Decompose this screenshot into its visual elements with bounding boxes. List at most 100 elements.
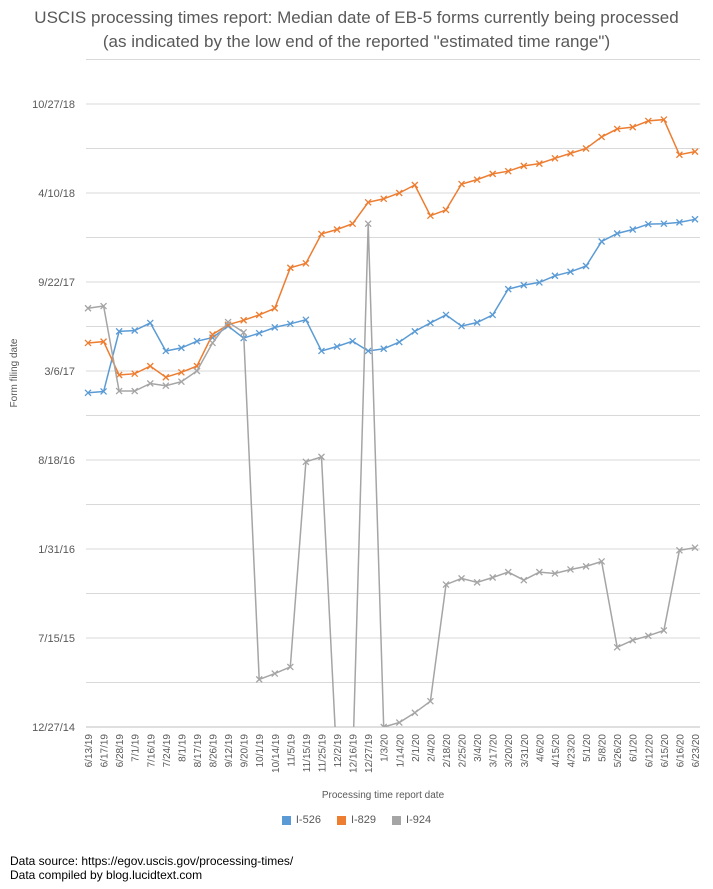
data-point-marker bbox=[442, 206, 450, 214]
data-point-marker bbox=[644, 632, 652, 640]
data-point-marker bbox=[598, 133, 606, 141]
data-point-marker bbox=[240, 328, 248, 336]
data-point-marker bbox=[146, 362, 154, 370]
x-tick-label: 8/17/19 bbox=[193, 734, 204, 768]
legend-item: I-924 bbox=[392, 814, 431, 826]
y-axis-tick-labels: 12/27/14 7/15/15 1/31/16 8/18/16 3/6/17 9/22/… bbox=[32, 99, 75, 734]
data-point-marker bbox=[426, 319, 434, 327]
x-tick-label: 2/18/20 bbox=[442, 734, 453, 768]
data-point-marker bbox=[115, 327, 123, 335]
data-point-marker bbox=[318, 453, 325, 461]
data-point-marker bbox=[209, 339, 216, 347]
x-tick-label: 10/14/19 bbox=[271, 734, 282, 773]
series-line bbox=[87, 218, 696, 394]
x-tick-label: 4/23/20 bbox=[566, 734, 577, 768]
data-point-marker bbox=[146, 380, 154, 387]
data-point-marker bbox=[146, 319, 154, 327]
series-layer bbox=[84, 116, 699, 727]
x-tick-label: 8/1/19 bbox=[177, 734, 188, 762]
data-point-marker bbox=[286, 663, 294, 671]
data-point-marker bbox=[224, 318, 232, 326]
data-point-marker bbox=[364, 347, 372, 355]
data-point-marker bbox=[691, 215, 699, 223]
data-point-marker bbox=[177, 344, 185, 352]
data-point-marker bbox=[551, 570, 559, 577]
legend-label: I-526 bbox=[295, 814, 321, 826]
y-tick-label: 3/6/17 bbox=[44, 366, 75, 378]
data-point-marker bbox=[131, 327, 139, 334]
data-point-marker bbox=[535, 568, 543, 576]
data-point-marker bbox=[115, 387, 123, 395]
x-tick-label: 6/12/20 bbox=[644, 734, 655, 768]
data-point-marker bbox=[644, 220, 652, 228]
x-tick-label: 6/13/19 bbox=[84, 734, 95, 768]
y-tick-label: 4/10/18 bbox=[38, 188, 75, 200]
data-point-marker bbox=[302, 458, 310, 466]
x-tick-label: 6/1/20 bbox=[629, 734, 640, 762]
data-point-marker bbox=[100, 338, 108, 346]
x-tick-label: 2/4/20 bbox=[426, 734, 437, 762]
legend-item: I-526 bbox=[281, 814, 321, 826]
data-point-marker bbox=[675, 546, 683, 554]
data-point-marker bbox=[458, 180, 465, 188]
data-point-marker bbox=[535, 278, 543, 286]
data-point-marker bbox=[644, 117, 652, 125]
data-point-marker bbox=[411, 327, 419, 335]
data-point-marker bbox=[567, 268, 574, 276]
x-tick-label: 1/14/20 bbox=[395, 734, 406, 768]
x-tick-label: 9/12/19 bbox=[224, 734, 235, 768]
data-point-marker bbox=[333, 343, 341, 350]
data-point-marker bbox=[442, 311, 450, 319]
data-point-marker bbox=[504, 568, 512, 576]
data-point-marker bbox=[473, 176, 481, 184]
data-point-marker bbox=[567, 149, 574, 157]
data-point-marker bbox=[131, 387, 139, 395]
data-point-marker bbox=[613, 643, 621, 651]
data-source-note: Data source: https://egov.uscis.gov/proc… bbox=[10, 854, 294, 868]
data-point-marker bbox=[162, 373, 170, 381]
data-compiled-note: Data compiled by blog.lucidtext.com bbox=[10, 868, 203, 882]
data-point-marker bbox=[489, 170, 497, 178]
x-tick-label: 4/6/20 bbox=[535, 734, 546, 762]
data-point-marker bbox=[426, 212, 434, 220]
x-tick-label: 5/1/20 bbox=[582, 734, 593, 762]
x-tick-label: 6/15/20 bbox=[660, 734, 671, 768]
x-tick-label: 11/25/19 bbox=[317, 734, 328, 773]
x-tick-label: 2/25/20 bbox=[458, 734, 469, 768]
legend-swatch bbox=[392, 815, 402, 825]
footer: Data source: https://egov.uscis.gov/proc… bbox=[10, 854, 293, 882]
x-tick-label: 10/1/19 bbox=[255, 734, 266, 768]
data-point-marker bbox=[660, 116, 668, 124]
data-point-marker bbox=[162, 382, 170, 390]
data-point-marker bbox=[598, 558, 606, 565]
data-point-marker bbox=[395, 189, 403, 197]
data-point-marker bbox=[100, 388, 108, 395]
data-point-marker bbox=[426, 697, 434, 705]
data-point-marker bbox=[177, 368, 185, 376]
y-tick-label: 1/31/16 bbox=[38, 544, 75, 556]
data-point-marker bbox=[582, 262, 590, 270]
data-point-marker bbox=[613, 125, 621, 133]
x-tick-label: 3/31/20 bbox=[520, 734, 531, 768]
data-point-marker bbox=[520, 162, 528, 170]
data-point-marker bbox=[349, 220, 357, 228]
series-i-526 bbox=[84, 215, 699, 397]
data-point-marker bbox=[504, 285, 512, 293]
x-tick-label: 6/23/20 bbox=[691, 734, 702, 768]
chart-title-line1: USCIS processing times report: Median da… bbox=[34, 8, 679, 27]
data-point-marker bbox=[84, 389, 92, 397]
data-point-marker bbox=[318, 347, 325, 355]
x-tick-label: 6/17/19 bbox=[100, 734, 111, 768]
x-tick-label: 12/27/19 bbox=[364, 734, 375, 773]
y-tick-label: 7/15/15 bbox=[38, 633, 75, 645]
legend: I-526 I-829 I-924 bbox=[0, 814, 713, 828]
gridlines bbox=[86, 59, 700, 728]
data-point-marker bbox=[411, 181, 419, 189]
x-tick-label: 8/26/19 bbox=[209, 734, 220, 768]
data-point-marker bbox=[442, 581, 450, 589]
data-point-marker bbox=[411, 709, 419, 717]
x-tick-label: 3/4/20 bbox=[473, 734, 484, 762]
legend-label: I-924 bbox=[406, 814, 432, 826]
data-point-marker bbox=[271, 670, 279, 678]
chart-title: USCIS processing times report: Median da… bbox=[0, 6, 713, 54]
